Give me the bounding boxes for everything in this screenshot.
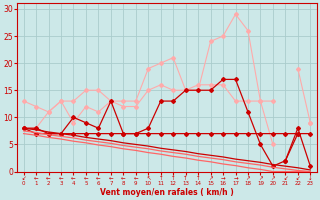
- X-axis label: Vent moyen/en rafales ( km/h ): Vent moyen/en rafales ( km/h ): [100, 188, 234, 197]
